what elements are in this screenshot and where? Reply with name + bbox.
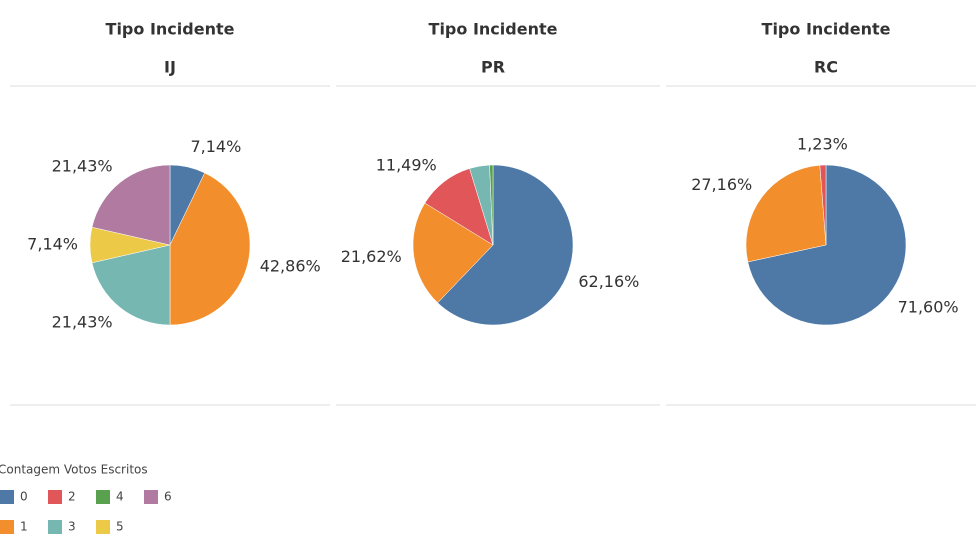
slice-label: 7,14% — [27, 235, 78, 254]
pie-slice — [819, 164, 827, 246]
legend-swatch — [48, 520, 62, 534]
legend-swatch — [96, 490, 110, 504]
legend-label: 0 — [20, 490, 28, 504]
legend-swatch — [48, 490, 62, 504]
legend-label: 1 — [20, 520, 28, 534]
legend-swatch — [96, 520, 110, 534]
pie-slice — [745, 164, 827, 263]
pie-slice — [437, 164, 574, 326]
panel-header: Tipo Incidente — [429, 20, 558, 39]
pie-slice — [412, 202, 494, 304]
slice-label: 62,16% — [578, 272, 639, 291]
legend-title: Contagem Votos Escritos — [0, 463, 148, 477]
slice-label: 11,49% — [376, 155, 437, 174]
legend-label: 5 — [116, 520, 124, 534]
panel-title: IJ — [164, 58, 176, 77]
slice-label: 21,43% — [52, 156, 113, 175]
slice-label: 21,43% — [52, 313, 113, 332]
panel-title: RC — [814, 58, 838, 77]
legend-label: 2 — [68, 490, 76, 504]
legend-swatch — [0, 490, 14, 504]
slice-label: 7,14% — [190, 137, 241, 156]
pie-slice — [91, 164, 171, 246]
slice-label: 27,16% — [691, 175, 752, 194]
slice-label: 42,86% — [260, 257, 321, 276]
panel-title: PR — [481, 58, 505, 77]
legend-label: 4 — [116, 490, 124, 504]
slice-label: 71,60% — [898, 297, 959, 316]
pie-slice — [169, 172, 251, 326]
legend-swatch — [0, 520, 14, 534]
pie-slice — [747, 164, 907, 326]
slice-label: 1,23% — [797, 135, 848, 154]
panel-header: Tipo Incidente — [762, 20, 891, 39]
pie-slice — [489, 164, 494, 246]
panel-header: Tipo Incidente — [106, 20, 235, 39]
pie-slice — [91, 244, 171, 326]
slice-label: 21,62% — [341, 247, 402, 266]
legend-label: 6 — [164, 490, 172, 504]
legend-swatch — [144, 490, 158, 504]
legend-label: 3 — [68, 520, 76, 534]
